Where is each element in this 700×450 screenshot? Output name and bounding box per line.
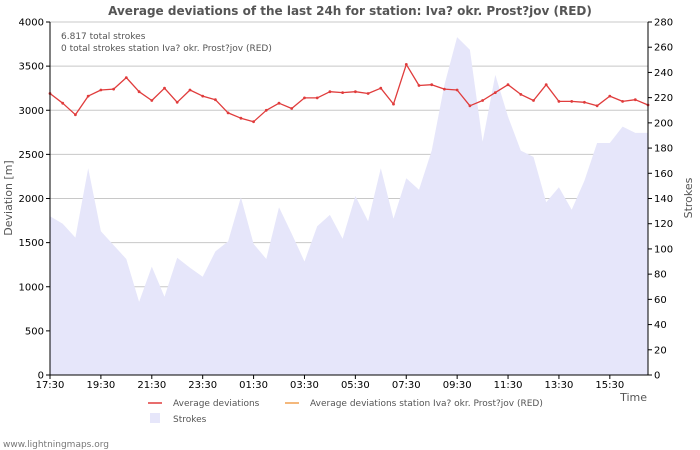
avg-deviation-point [544,83,548,87]
x-tick-label: 09:30 [443,380,472,391]
info-station-strokes: 0 total strokes station Iva? okr. Prost?… [61,44,272,54]
legend-strokes-label: Strokes [173,415,207,425]
legend-station-label: Average deviations station Iva? okr. Pro… [310,399,543,409]
y2-tick-label: 40 [654,320,667,331]
avg-deviation-point [366,92,370,95]
avg-deviation-point [443,87,446,91]
legend-strokes-swatch [150,413,160,423]
avg-deviation-point [354,90,357,94]
avg-deviation-point [379,86,383,90]
avg-deviation-point [608,94,612,98]
y2-tick-label: 20 [654,345,667,356]
y-tick-label: 500 [25,326,44,337]
avg-deviation-point [303,96,306,100]
y-tick-label: 2000 [19,194,44,205]
x-tick-label: 03:30 [290,380,319,391]
avg-deviation-point [481,99,484,102]
legend-avg-label: Average deviations [173,399,260,409]
chart-title: Average deviations of the last 24h for s… [108,4,592,18]
x-tick-label: 15:30 [595,380,624,391]
x-tick-label: 11:30 [494,380,523,391]
avg-deviation-point [595,104,599,108]
avg-deviation-point [264,108,268,112]
avg-deviation-point [583,100,586,104]
y-tick-label: 3500 [19,62,44,73]
avg-deviation-point [137,90,141,94]
y2-tick-label: 240 [654,68,673,79]
y2-tick-label: 220 [654,93,673,104]
legend: Average deviations Average deviations st… [148,399,543,425]
info-total-strokes: 6.817 total strokes [61,32,146,42]
avg-deviation-point [252,120,256,124]
x-tick-label: 07:30 [392,380,421,391]
avg-deviation-point [519,93,523,96]
y2-tick-label: 0 [654,371,660,382]
avg-deviation-point [557,100,561,103]
y-tick-label: 3000 [19,106,44,117]
avg-deviation-point [163,86,166,90]
avg-deviation-point [175,100,179,104]
y2-tick-label: 280 [654,18,673,29]
avg-deviation-point [392,102,395,106]
footer-credit: www.lightningmaps.org [3,440,109,450]
avg-deviation-point [417,84,421,87]
y-tick-label: 1500 [19,238,44,249]
y-tick-label: 0 [38,371,44,382]
x-tick-label: 17:30 [36,380,65,391]
avg-deviation-point [99,88,103,92]
avg-deviation-point [290,107,294,110]
avg-deviation-point [430,83,434,87]
avg-deviation-point [112,87,115,91]
avg-deviation-point [188,88,192,92]
x-tick-label: 23:30 [188,380,217,391]
avg-deviation-point [61,101,65,105]
y2-tick-label: 120 [654,219,673,230]
y-tick-label: 4000 [19,18,44,29]
y2-tick-label: 60 [654,295,667,306]
avg-deviation-point [214,98,217,102]
y-axis-label: Deviation [m] [2,160,15,235]
x-tick-label: 01:30 [239,380,268,391]
avg-deviation-point [74,113,77,117]
y-tick-label: 1000 [19,282,44,293]
avg-deviation-point [341,91,344,94]
y2-tick-label: 160 [654,169,673,180]
y2-tick-label: 260 [654,43,673,54]
avg-deviation-point [328,90,332,94]
avg-deviation-point [201,94,205,98]
x-axis-label: Time [619,391,647,404]
y-tick-label: 2500 [19,150,44,161]
avg-deviation-point [468,104,472,108]
avg-deviation-point [239,116,243,120]
avg-deviation-point [404,63,408,66]
x-tick-label: 19:30 [86,380,115,391]
y2-tick-label: 100 [654,244,673,255]
x-tick-label: 13:30 [545,380,574,391]
y2-tick-label: 200 [654,118,673,129]
y2-tick-label: 80 [654,270,667,281]
strokes-area [50,37,648,375]
avg-deviation-point [506,83,510,87]
y2-tick-label: 180 [654,144,673,155]
avg-deviation-point [315,96,319,100]
avg-deviation-point [633,98,637,102]
avg-deviation-point [532,99,535,102]
x-tick-label: 05:30 [341,380,370,391]
avg-deviation-point [124,76,128,79]
avg-deviation-point [570,100,574,103]
avg-deviation-line [49,63,649,123]
avg-deviation-point [621,100,624,103]
avg-deviation-point [226,111,230,115]
x-tick-label: 21:30 [137,380,166,391]
avg-deviation-point [277,101,281,105]
y2-axis-label: Strokes [682,177,695,218]
avg-deviation-point [455,88,459,92]
avg-deviation-point [150,99,154,102]
avg-deviation-point [493,91,497,94]
y2-tick-label: 140 [654,194,673,205]
avg-deviation-point [86,94,90,98]
